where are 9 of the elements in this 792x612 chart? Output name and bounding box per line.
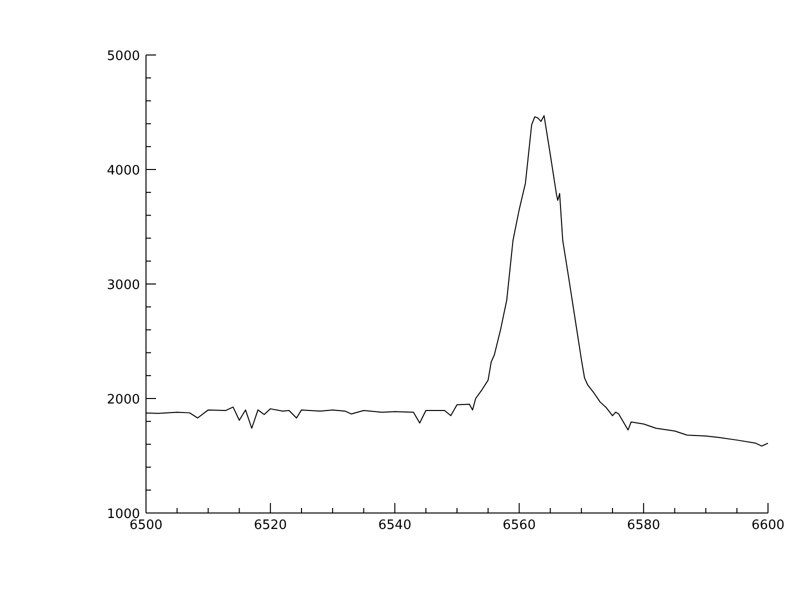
- y-tick-label: 5000: [106, 49, 140, 64]
- y-tick-label: 4000: [106, 164, 140, 178]
- x-tick-label: 6540: [378, 518, 412, 533]
- y-tick-label: 3000: [106, 278, 140, 293]
- x-tick-label: 6580: [627, 518, 660, 533]
- x-tick-label: 6560: [502, 518, 536, 533]
- x-tick-label: 6520: [254, 518, 287, 533]
- x-tick-label: 6600: [751, 518, 785, 533]
- y-tick-label: 2000: [106, 392, 140, 408]
